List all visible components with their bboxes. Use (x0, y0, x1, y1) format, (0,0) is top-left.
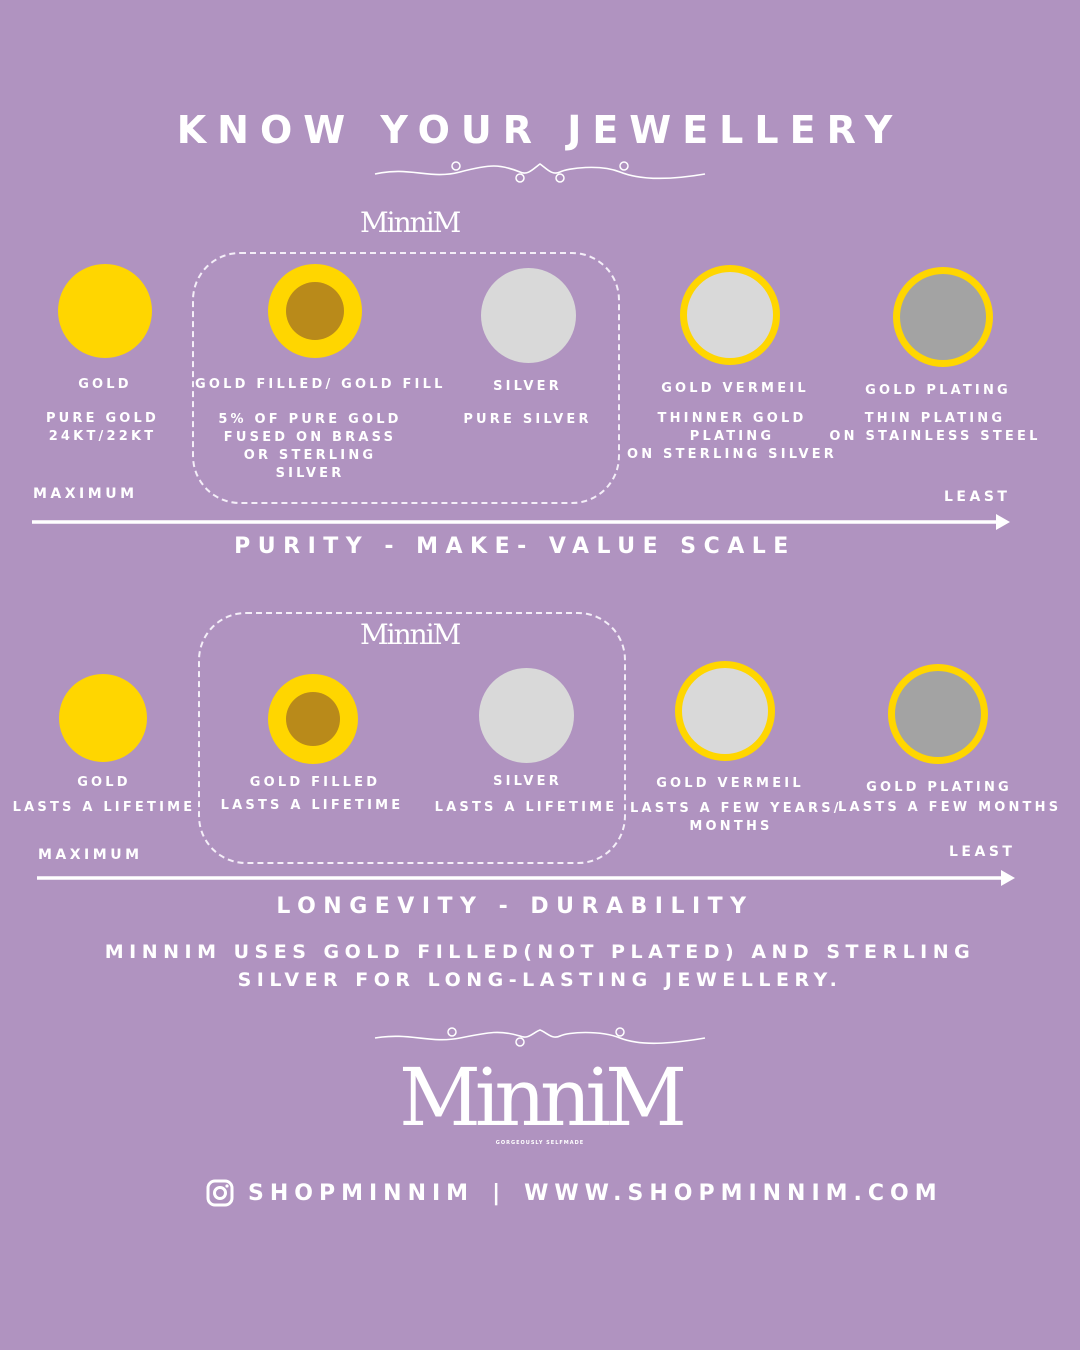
brand-tagline: GORGEOUSLY SELFMADE (495, 1140, 585, 1146)
minnim-highlight-box-1 (192, 252, 620, 504)
minnim-highlight-box-2 (198, 612, 626, 864)
item-name-gold-plating: GOLD PLATING (865, 383, 1011, 398)
gold-vermeil-coin-icon (680, 265, 780, 365)
closing-note: MINNIM USES GOLD FILLED(NOT PLATED) AND … (104, 941, 976, 991)
item-name-silver: SILVER (493, 379, 562, 394)
item-name-gold: GOLD (77, 775, 131, 790)
item-desc-gold-vermeil: THINNER GOLD PLATING ON STERLING SILVER (626, 411, 838, 462)
item-desc-gold-plating: THIN PLATING ON STAINLESS STEEL (829, 411, 1041, 444)
instagram-icon[interactable] (206, 1179, 234, 1207)
gold-filled-coin-icon (268, 674, 358, 764)
brand-logo: MinniM (398, 1051, 687, 1144)
gold-filled-core (286, 282, 344, 340)
flourish-divider-top (374, 161, 706, 183)
gold-coin-icon (58, 264, 152, 358)
item-name-silver: SILVER (493, 774, 562, 789)
gold-filled-coin-icon (268, 264, 362, 358)
website-link[interactable]: WWW.SHOPMINNIM.COM (524, 1180, 943, 1206)
brand-mark-2: MinniM (360, 618, 461, 651)
scale-title-2: LONGEVITY - DURABILITY (276, 894, 754, 919)
item-desc-gold-plating: LASTS A FEW MONTHS (838, 800, 1062, 815)
scale-start-label-2: MAXIMUM (38, 847, 143, 863)
scale-title-1: PURITY - MAKE- VALUE SCALE (234, 534, 796, 559)
gold-coin-icon (59, 674, 147, 762)
item-desc-gold: LASTS A LIFETIME (12, 800, 196, 815)
item-desc-gold-filled: LASTS A LIFETIME (220, 798, 404, 813)
item-desc-silver: PURE SILVER (463, 412, 592, 427)
item-desc-gold: PURE GOLD 24KT/22KT (45, 411, 160, 444)
gold-plating-coin-icon (888, 664, 988, 764)
brand-mark-1: MinniM (360, 206, 461, 239)
scale-end-label-2: LEAST (949, 844, 1016, 860)
item-name-gold: GOLD (78, 377, 132, 392)
item-desc-gold-vermeil: LASTS A FEW YEARS/MONTHS (630, 801, 842, 834)
item-desc-silver: LASTS A LIFETIME (434, 800, 618, 815)
scale-end-label-1: LEAST (944, 489, 1011, 505)
footer-separator: | (492, 1180, 507, 1206)
scale-arrow-2 (37, 870, 1015, 886)
item-name-gold-plating: GOLD PLATING (866, 780, 1012, 795)
page-title: KNOW YOUR JEWELLERY (176, 108, 904, 152)
item-name-gold-vermeil: GOLD VERMEIL (656, 776, 804, 791)
gold-vermeil-coin-icon (675, 661, 775, 761)
item-name-gold-filled: GOLD FILLED/ GOLD FILL (195, 377, 446, 392)
item-name-gold-filled: GOLD FILLED (249, 775, 381, 790)
scale-start-label-1: MAXIMUM (33, 486, 138, 502)
silver-coin-icon (479, 668, 574, 763)
gold-filled-core (286, 692, 340, 746)
item-name-gold-vermeil: GOLD VERMEIL (661, 381, 809, 396)
footer-links: SHOPMINNIM | WWW.SHOPMINNIM.COM (206, 1176, 943, 1210)
scale-arrow-1 (32, 514, 1010, 530)
flourish-divider-bottom (374, 1027, 706, 1047)
gold-plating-coin-icon (893, 267, 993, 367)
instagram-handle-link[interactable]: SHOPMINNIM (248, 1180, 475, 1206)
silver-coin-icon (481, 268, 576, 363)
item-desc-gold-filled: 5% OF PURE GOLD FUSED ON BRASS OR STERLIN… (218, 412, 402, 481)
